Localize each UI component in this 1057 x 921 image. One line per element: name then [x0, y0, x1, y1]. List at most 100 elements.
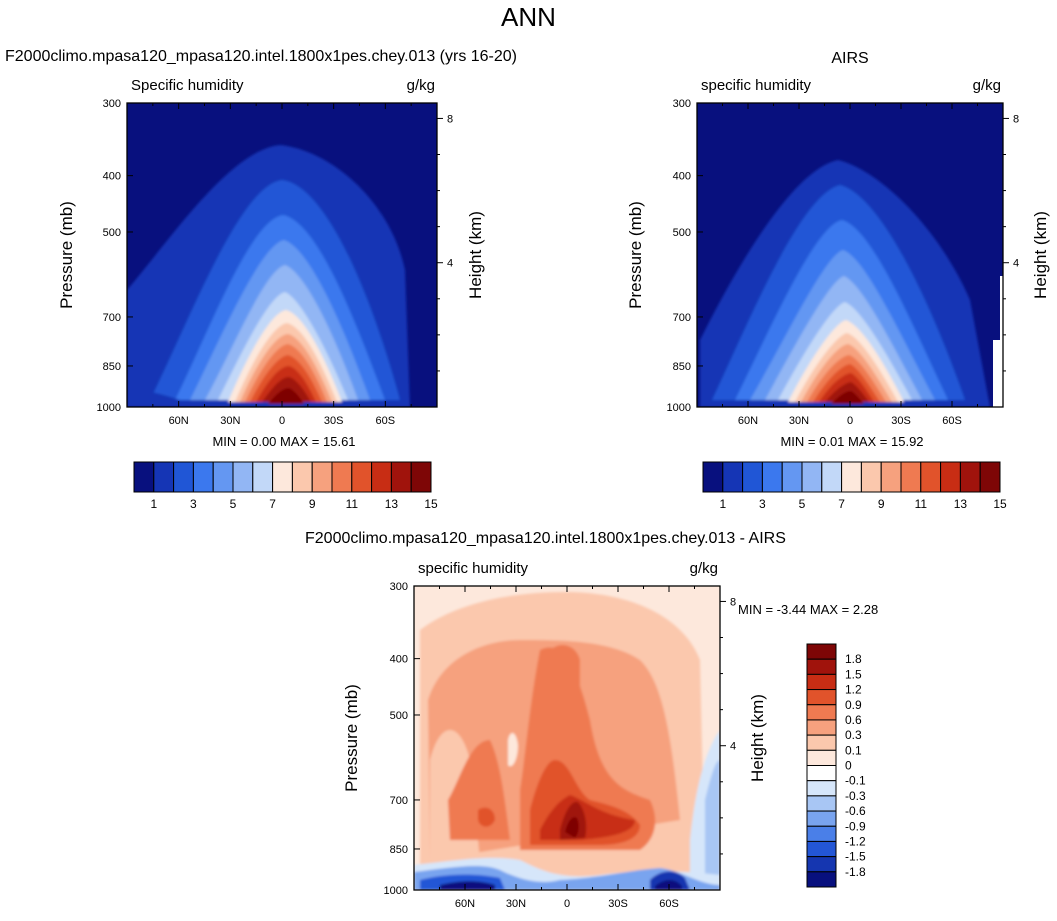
colorbar-label: 0.9: [845, 698, 862, 712]
y-axis-title: Pressure (mb): [626, 201, 645, 309]
colorbar-box: [806, 689, 837, 706]
colorbar-box: [979, 461, 1001, 493]
colorbar-box: [806, 780, 837, 797]
colorbar-box: [722, 461, 744, 493]
colorbar-label: 15: [424, 497, 438, 511]
x-tick-label: 0: [279, 415, 285, 427]
colorbar-label: 3: [759, 497, 766, 511]
y-tick-label: 1000: [97, 402, 121, 414]
panel-1-field: [127, 103, 437, 407]
colorbar-label: 0.1: [845, 743, 862, 757]
colorbar-box: [153, 461, 175, 493]
x-tick-label: 60N: [169, 415, 189, 427]
x-tick-label: 0: [847, 415, 853, 427]
colorbar-label: -0.1: [845, 774, 866, 788]
colorbar-box: [331, 461, 353, 493]
y2-axis-title: Height (km): [1031, 211, 1050, 299]
units-label: g/kg: [407, 77, 435, 94]
colorbar-1: 1 3 5 7 9 11 13 15: [133, 461, 438, 511]
min-max-stats: MIN = 0.00 MAX = 15.61: [212, 434, 355, 449]
colorbar-box: [806, 840, 837, 858]
colorbar-label: -0.6: [845, 804, 866, 818]
colorbar-label: 1: [150, 497, 157, 511]
figure-title: ANN: [501, 2, 556, 32]
units-label: g/kg: [973, 77, 1001, 94]
variable-label: specific humidity: [701, 77, 812, 94]
colorbar-label: 5: [230, 497, 237, 511]
colorbar-label: 3: [190, 497, 197, 511]
panel-1-axes: Specific humidity g/kg 300 400 500 700 850 1000…: [57, 77, 485, 449]
colorbar-box: [806, 749, 837, 766]
colorbar-box: [806, 704, 837, 721]
y-tick-label: 1000: [667, 402, 691, 414]
colorbar-box: [272, 461, 293, 493]
y-tick-label: 700: [103, 312, 121, 324]
colorbar-label: 1.5: [845, 667, 862, 681]
colorbar-box: [821, 461, 843, 493]
colorbar-label: 1.8: [845, 652, 862, 666]
y-tick-label: 300: [390, 581, 408, 593]
panel-3-axes: specific humidity g/kg3004005007008501000…: [342, 560, 878, 910]
colorbar-box: [959, 461, 981, 493]
colorbar-box: [806, 825, 837, 842]
y-tick-label: 500: [103, 227, 121, 239]
colorbar-box: [806, 734, 837, 751]
y-tick-label: 850: [390, 844, 408, 856]
variable-label: specific humidity: [418, 560, 529, 577]
colorbar-label: 13: [954, 497, 968, 511]
variable-label: Specific humidity: [131, 77, 244, 94]
colorbar-2: 1 3 5 7 9 11 13 15: [702, 461, 1007, 511]
colorbar-box: [781, 461, 803, 493]
colorbar-box: [920, 461, 942, 493]
panel-1-title: F2000climo.mpasa120_mpasa120.intel.1800x…: [5, 48, 518, 65]
colorbar-box: [371, 461, 392, 493]
colorbar-box: [742, 461, 763, 493]
y-tick-label: 700: [390, 795, 408, 807]
units-label: g/kg: [690, 560, 718, 577]
colorbar-box: [311, 461, 333, 493]
x-tick-label: 30S: [324, 415, 344, 427]
colorbar-box: [806, 658, 837, 675]
y-tick-label: 300: [673, 98, 691, 110]
colorbar-label: -0.9: [845, 819, 866, 833]
min-max-stats: MIN = 0.01 MAX = 15.92: [780, 434, 923, 449]
y2-tick-label: 4: [730, 741, 736, 753]
y-tick-label: 500: [673, 227, 691, 239]
colorbar-box: [133, 461, 155, 493]
colorbar-box: [900, 461, 922, 493]
colorbar-label: 5: [799, 497, 806, 511]
colorbar-label: 9: [309, 497, 316, 511]
x-tick-label: 30S: [891, 415, 911, 427]
panel-2-axes: specific humidity g/kg 300 400 500 700 850 1000…: [626, 77, 1050, 449]
x-tick-label: 60N: [738, 415, 758, 427]
colorbar-box: [841, 461, 862, 493]
colorbar-box: [806, 810, 837, 827]
x-tick-label: 60S: [376, 415, 396, 427]
x-tick-label: 30N: [506, 898, 526, 910]
colorbar-label: 13: [385, 497, 399, 511]
colorbar-box: [880, 461, 902, 493]
colorbar-box: [806, 856, 837, 873]
colorbar-box: [702, 461, 724, 493]
colorbar-3: 1.81.51.20.90.60.30.10-0.1-0.3-0.6-0.9-1…: [806, 643, 866, 888]
y2-tick-label: 8: [447, 113, 453, 125]
y-tick-label: 400: [390, 654, 408, 666]
panel-3-field: [414, 586, 720, 890]
x-tick-label: 0: [564, 898, 570, 910]
y2-tick-label: 8: [730, 596, 736, 608]
colorbar-label: -1.2: [845, 834, 866, 848]
colorbar-box: [940, 461, 961, 493]
y2-tick-label: 4: [447, 258, 453, 270]
colorbar-box: [801, 461, 823, 493]
colorbar-label: 11: [346, 497, 359, 511]
x-tick-label: 60S: [942, 415, 962, 427]
y-tick-label: 700: [673, 312, 691, 324]
colorbar-label: 7: [269, 497, 276, 511]
colorbar-label: 1: [719, 497, 726, 511]
colorbar-box: [351, 461, 373, 493]
colorbar-label: -1.8: [845, 865, 866, 879]
y2-tick-label: 4: [1013, 258, 1019, 270]
x-tick-label: 60N: [455, 898, 475, 910]
y2-axis-title: Height (km): [466, 211, 485, 299]
